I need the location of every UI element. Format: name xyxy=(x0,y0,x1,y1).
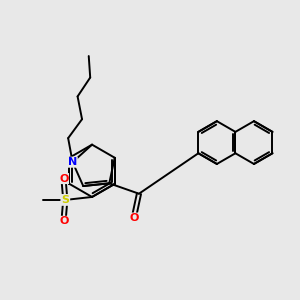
Text: S: S xyxy=(61,195,69,205)
Text: N: N xyxy=(68,157,77,167)
Text: O: O xyxy=(59,173,68,184)
Text: O: O xyxy=(130,213,139,223)
Text: O: O xyxy=(59,216,68,226)
